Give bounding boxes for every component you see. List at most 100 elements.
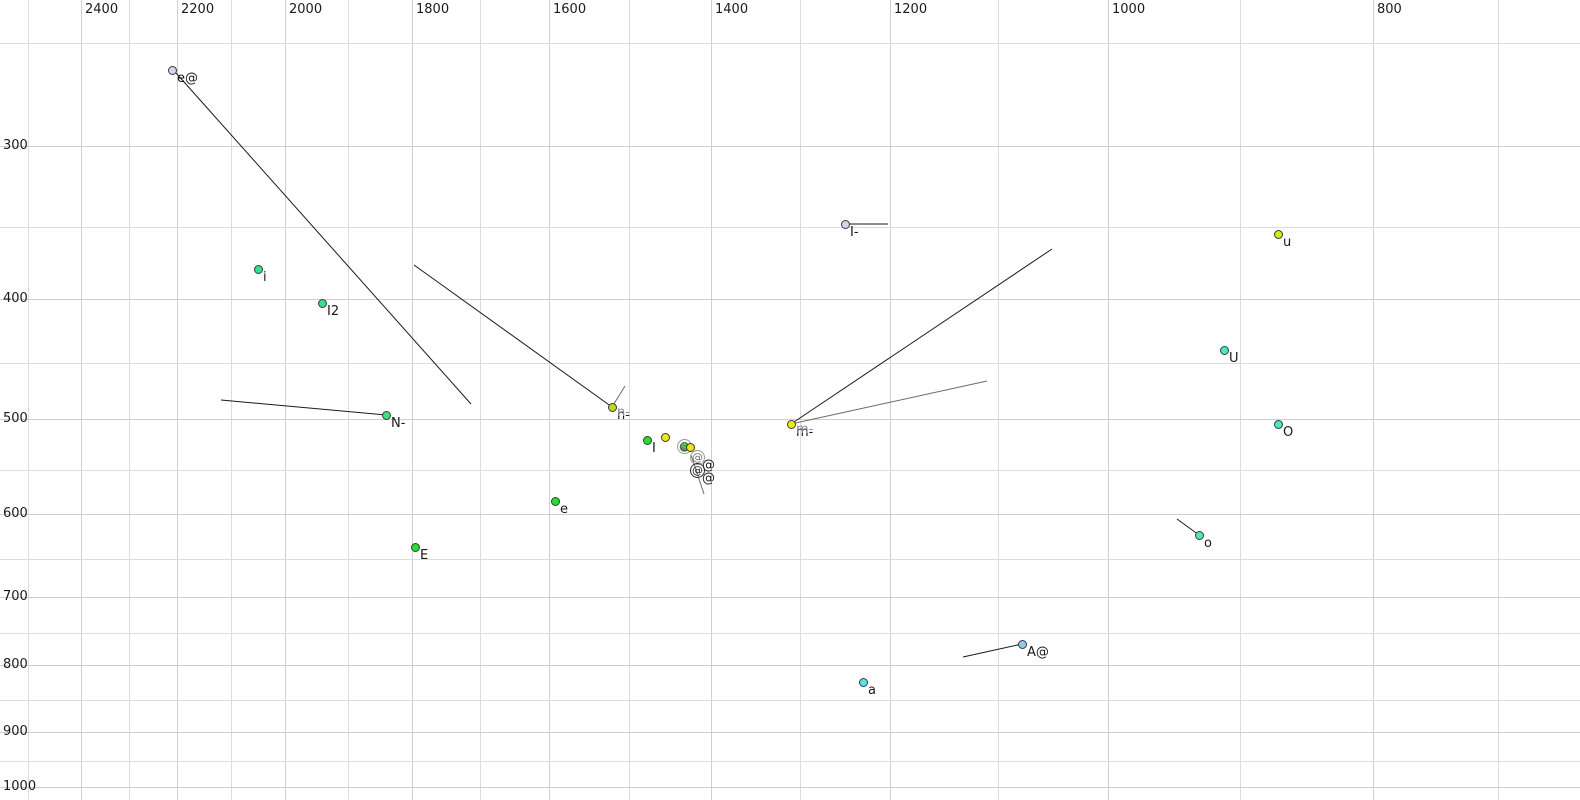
point-label: m-: [796, 425, 814, 440]
x-gridline-minor: [129, 0, 130, 800]
point-label: A@: [1027, 645, 1049, 660]
x-gridline-major: [177, 0, 178, 800]
point-label: O: [1283, 425, 1294, 440]
y-gridline-minor: [0, 700, 1580, 701]
y-axis-tick-label: 900: [3, 724, 28, 739]
point-label: a: [868, 683, 876, 698]
x-gridline-minor: [998, 0, 999, 800]
x-gridline-major: [1373, 0, 1374, 800]
point-label: U: [1229, 351, 1239, 366]
x-gridline-major: [549, 0, 550, 800]
y-axis-tick-label: 600: [3, 506, 28, 521]
data-point-marker[interactable]: [411, 543, 420, 552]
x-axis-tick-label: 1600: [553, 2, 587, 17]
data-point-marker[interactable]: [1018, 640, 1027, 649]
y-gridline-minor: [0, 559, 1580, 560]
point-label: @: [702, 458, 715, 473]
point-label: i: [263, 270, 267, 285]
x-axis-tick-label: 2000: [289, 2, 323, 17]
y-gridline-minor: [0, 363, 1580, 364]
x-gridline-major: [412, 0, 413, 800]
x-gridline-minor: [480, 0, 481, 800]
point-label-muted: m-: [796, 422, 814, 437]
y-axis-tick-label: 800: [3, 657, 28, 672]
y-gridline-minor: [0, 633, 1580, 634]
seg-m-shallow: [790, 380, 988, 425]
point-label: N-: [391, 416, 406, 431]
x-gridline-minor: [1498, 0, 1499, 800]
x-axis-tick-label: 2400: [85, 2, 119, 17]
data-point-marker[interactable]: [1220, 346, 1229, 355]
point-label: I2: [327, 304, 340, 319]
y-axis-tick-label: 700: [3, 589, 28, 604]
x-axis-tick-label: 2200: [181, 2, 215, 17]
y-gridline-major: [0, 787, 1580, 788]
data-point-marker[interactable]: [661, 433, 670, 442]
x-gridline-minor: [231, 0, 232, 800]
point-label: @: [702, 471, 715, 486]
data-point-marker[interactable]: [168, 66, 177, 75]
data-point-marker[interactable]: [382, 411, 391, 420]
x-gridline-major: [711, 0, 712, 800]
seg-n-upper: [413, 264, 613, 408]
data-point-marker[interactable]: [608, 403, 617, 412]
seg-N: [220, 399, 387, 416]
point-label-muted: n-: [617, 405, 630, 420]
y-gridline-major: [0, 299, 1580, 300]
y-gridline-minor: [0, 470, 1580, 471]
x-gridline-minor: [28, 0, 29, 800]
y-gridline-major: [0, 146, 1580, 147]
data-point-marker[interactable]: [1274, 230, 1283, 239]
y-gridline-major: [0, 597, 1580, 598]
y-gridline-major: [0, 665, 1580, 666]
x-gridline-minor: [348, 0, 349, 800]
point-label: o: [1204, 536, 1212, 551]
x-axis-tick-label: 1400: [715, 2, 749, 17]
x-gridline-major: [1108, 0, 1109, 800]
data-point-marker[interactable]: [254, 265, 263, 274]
x-gridline-major: [285, 0, 286, 800]
data-point-marker[interactable]: [1274, 420, 1283, 429]
x-gridline-major: [890, 0, 891, 800]
data-point-marker[interactable]: [686, 443, 695, 452]
y-axis-tick-label: 300: [3, 138, 28, 153]
point-label: u: [1283, 235, 1292, 250]
y-gridline-minor: [0, 43, 1580, 44]
point-label: e@: [177, 71, 198, 86]
at-ring-marker[interactable]: @: [690, 463, 705, 478]
y-gridline-major: [0, 419, 1580, 420]
data-point-marker[interactable]: [787, 420, 796, 429]
seg-e-at: [175, 72, 472, 405]
data-point-marker[interactable]: [841, 220, 850, 229]
y-gridline-minor: [0, 761, 1580, 762]
point-label: n-: [617, 408, 630, 423]
x-gridline-minor: [629, 0, 630, 800]
data-point-marker[interactable]: [643, 436, 652, 445]
data-point-marker[interactable]: [859, 678, 868, 687]
point-label: I-: [850, 225, 859, 240]
point-label: E: [420, 548, 429, 563]
data-point-marker[interactable]: [1195, 531, 1204, 540]
x-axis-tick-label: 1800: [416, 2, 450, 17]
point-label: e: [560, 502, 568, 517]
seg-A-at: [962, 643, 1023, 658]
y-gridline-major: [0, 514, 1580, 515]
y-axis-tick-label: 400: [3, 291, 28, 306]
x-gridline-major: [81, 0, 82, 800]
data-point-marker[interactable]: [551, 497, 560, 506]
x-axis-tick-label: 1000: [1112, 2, 1146, 17]
x-axis-tick-label: 800: [1377, 2, 1402, 17]
y-gridline-major: [0, 732, 1580, 733]
y-axis-tick-label: 500: [3, 411, 28, 426]
y-axis-tick-label: 1000: [3, 779, 37, 794]
data-point-marker[interactable]: [318, 299, 327, 308]
seg-m-steep: [790, 248, 1053, 425]
point-label: I: [652, 441, 656, 456]
y-gridline-minor: [0, 227, 1580, 228]
x-gridline-minor: [1240, 0, 1241, 800]
x-axis-tick-label: 1200: [894, 2, 928, 17]
x-gridline-minor: [800, 0, 801, 800]
